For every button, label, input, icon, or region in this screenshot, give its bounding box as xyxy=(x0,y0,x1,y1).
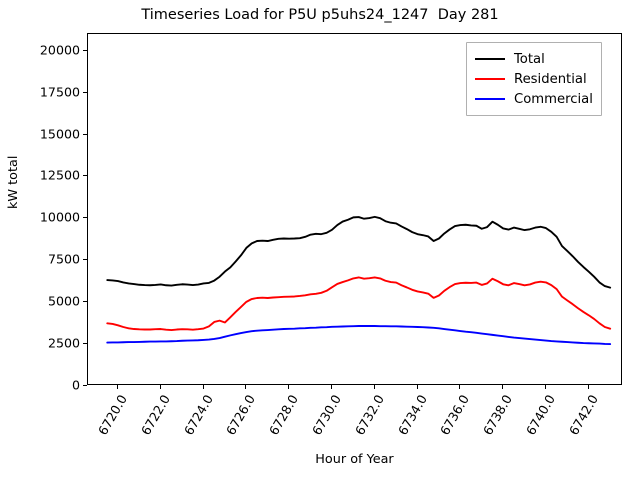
x-axis-tick-label: 6740.0 xyxy=(522,392,558,438)
y-axis-tick-mark xyxy=(83,259,87,261)
x-axis-tick-label: 6734.0 xyxy=(394,392,430,438)
y-axis-tick-label: 2500 xyxy=(47,335,80,351)
x-axis-tick-label: 6728.0 xyxy=(266,392,302,438)
legend-item-residential: Residential xyxy=(475,69,593,89)
x-axis-tick-mark xyxy=(373,385,375,389)
legend-label-total: Total xyxy=(514,51,545,67)
y-axis-tick-label: 10000 xyxy=(39,209,80,225)
x-axis-tick-mark xyxy=(502,385,504,389)
x-axis-tick-mark xyxy=(330,385,332,389)
y-axis-tick-label: 7500 xyxy=(47,251,80,267)
series-line-residential xyxy=(106,276,612,331)
x-axis-tick-label: 6732.0 xyxy=(351,392,387,438)
x-axis-tick-mark xyxy=(416,385,418,389)
x-axis-tick-label: 6722.0 xyxy=(137,392,173,438)
y-axis-tick-label: 20000 xyxy=(39,42,80,58)
x-axis-tick-mark xyxy=(459,385,461,389)
chart-title: Timeseries Load for P5U p5uhs24_1247 Day… xyxy=(141,7,499,23)
x-axis-tick-label: 6738.0 xyxy=(480,392,516,438)
y-axis-tick-mark xyxy=(83,301,87,303)
x-axis-tick-label: 6726.0 xyxy=(223,392,259,438)
legend-label-residential: Residential xyxy=(514,71,587,87)
x-axis-tick-mark xyxy=(159,385,161,389)
plot-lines xyxy=(106,215,612,346)
legend-swatch-commercial xyxy=(475,98,505,100)
legend-item-total: Total xyxy=(475,49,593,69)
x-axis-tick-label: 6736.0 xyxy=(437,392,473,438)
x-axis-tick-label: 6724.0 xyxy=(180,392,216,438)
x-axis-tick-mark xyxy=(245,385,247,389)
x-axis-tick-label: 6730.0 xyxy=(308,392,344,438)
series-line-total xyxy=(106,215,612,289)
x-axis-tick-mark xyxy=(288,385,290,389)
x-axis-tick-label: 6720.0 xyxy=(94,392,130,438)
y-axis-tick-mark xyxy=(83,133,87,135)
legend-item-commercial: Commercial xyxy=(475,89,593,109)
x-axis-tick-mark xyxy=(544,385,546,389)
x-axis-tick-mark xyxy=(202,385,204,389)
legend-swatch-residential xyxy=(475,78,505,80)
y-axis-tick-mark xyxy=(83,91,87,93)
series-line-commercial xyxy=(106,325,612,346)
chart-legend: Total Residential Commercial xyxy=(466,42,602,116)
y-axis-tick-mark xyxy=(83,49,87,51)
y-axis-tick-labels: 0 2500 5000 7500 10000 12500 15000 17500 20000 xyxy=(0,0,80,480)
y-axis-tick-mark xyxy=(83,217,87,219)
legend-swatch-total xyxy=(475,58,505,60)
y-axis-tick-label: 5000 xyxy=(47,293,80,309)
y-axis-tick-mark xyxy=(83,175,87,177)
x-axis-tick-mark xyxy=(587,385,589,389)
y-axis-tick-label: 17500 xyxy=(39,84,80,100)
y-axis-tick-mark xyxy=(83,385,87,386)
x-axis-tick-label: 6742.0 xyxy=(565,392,601,438)
y-axis-tick-mark xyxy=(83,343,87,345)
y-axis-tick-label: 12500 xyxy=(39,167,80,183)
y-axis-tick-label: 15000 xyxy=(39,126,80,142)
x-axis-label: Hour of Year xyxy=(315,452,394,467)
x-axis-tick-mark xyxy=(116,385,118,389)
legend-label-commercial: Commercial xyxy=(514,91,593,107)
y-axis-tick-label: 0 xyxy=(71,377,80,393)
